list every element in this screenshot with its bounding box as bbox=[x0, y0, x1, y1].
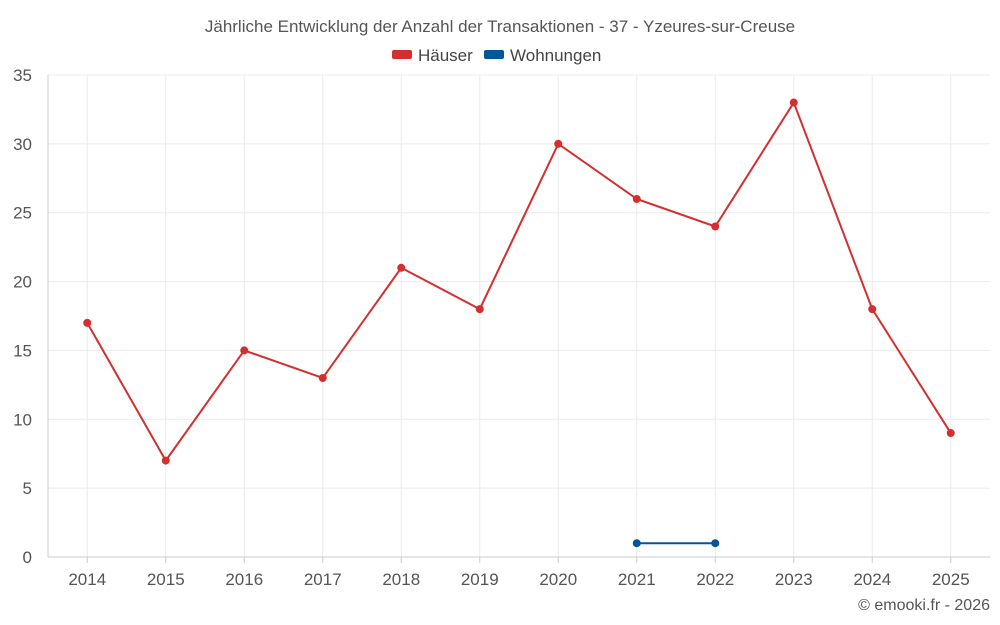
y-tick-label: 10 bbox=[13, 410, 32, 429]
x-tick-label: 2023 bbox=[775, 570, 813, 589]
data-point-haeuser[interactable] bbox=[161, 456, 170, 465]
legend-swatch-haeuser bbox=[392, 50, 412, 59]
x-tick-label: 2016 bbox=[225, 570, 263, 589]
data-point-haeuser[interactable] bbox=[397, 263, 406, 272]
data-point-haeuser[interactable] bbox=[83, 318, 92, 327]
series-line-haeuser bbox=[86, 100, 952, 463]
x-tick-label: 2018 bbox=[382, 570, 420, 589]
series-wohnungen bbox=[632, 539, 720, 548]
series-haeuser bbox=[83, 98, 955, 465]
x-tick-label: 2019 bbox=[461, 570, 499, 589]
grid bbox=[48, 74, 990, 557]
x-tick-label: 2022 bbox=[696, 570, 734, 589]
data-point-haeuser[interactable] bbox=[946, 429, 955, 438]
y-tick-label: 35 bbox=[13, 66, 32, 85]
credit: © emooki.fr - 2026 bbox=[858, 597, 990, 614]
x-tick-label: 2015 bbox=[147, 570, 185, 589]
x-tick-label: 2021 bbox=[618, 570, 656, 589]
series bbox=[83, 98, 955, 548]
y-tick-label: 0 bbox=[23, 548, 32, 567]
y-tick-label: 30 bbox=[13, 135, 32, 154]
chart-title: Jährliche Entwicklung der Anzahl der Tra… bbox=[205, 17, 795, 36]
x-tick-label: 2017 bbox=[304, 570, 342, 589]
x-tick-label: 2020 bbox=[539, 570, 577, 589]
data-point-wohnungen[interactable] bbox=[632, 539, 641, 548]
y-tick-label: 25 bbox=[13, 204, 32, 223]
x-tick-label: 2025 bbox=[932, 570, 970, 589]
data-point-haeuser[interactable] bbox=[632, 194, 641, 203]
legend-label-haeuser: Häuser bbox=[418, 46, 473, 65]
y-tick-label: 15 bbox=[13, 341, 32, 360]
data-point-haeuser[interactable] bbox=[475, 305, 484, 314]
x-tick-label: 2014 bbox=[68, 570, 106, 589]
legend-swatch-wohnungen bbox=[484, 50, 504, 59]
data-point-wohnungen[interactable] bbox=[711, 539, 720, 548]
data-point-haeuser[interactable] bbox=[240, 346, 249, 355]
data-point-haeuser[interactable] bbox=[789, 98, 798, 107]
data-point-haeuser[interactable] bbox=[711, 222, 720, 231]
data-point-haeuser[interactable] bbox=[868, 305, 877, 314]
y-tick-label: 5 bbox=[23, 479, 32, 498]
y-tick-label: 20 bbox=[13, 273, 32, 292]
legend-label-wohnungen: Wohnungen bbox=[510, 46, 601, 65]
legend[interactable]: Häuser Wohnungen bbox=[392, 46, 601, 65]
legend-item-wohnungen[interactable]: Wohnungen bbox=[484, 46, 601, 65]
x-tick-label: 2024 bbox=[853, 570, 891, 589]
legend-item-haeuser[interactable]: Häuser bbox=[392, 46, 473, 65]
data-point-haeuser[interactable] bbox=[318, 373, 327, 382]
data-point-haeuser[interactable] bbox=[554, 139, 563, 148]
